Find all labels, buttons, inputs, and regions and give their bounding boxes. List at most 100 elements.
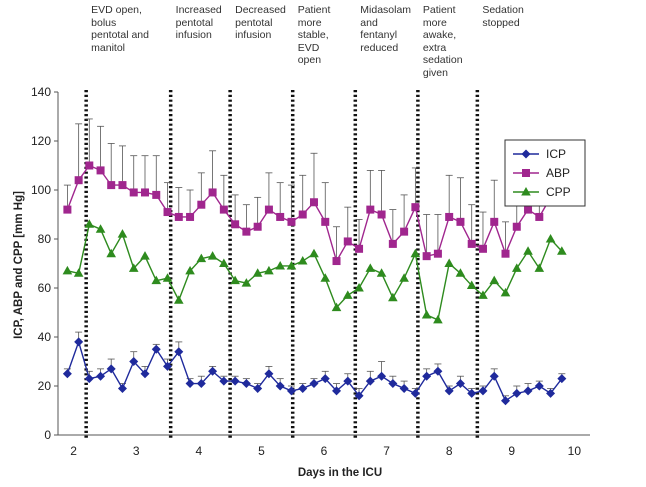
- data-point-cpp: [478, 290, 488, 299]
- data-point-cpp: [151, 275, 162, 285]
- data-point-abp: [501, 249, 510, 258]
- legend-label-abp: ABP: [546, 166, 570, 180]
- data-point-icp: [377, 371, 387, 381]
- data-point-icp: [140, 369, 150, 379]
- data-point-cpp: [162, 273, 173, 282]
- event-annotation: Decreased pentotal infusion: [235, 4, 286, 41]
- data-point-cpp: [275, 260, 285, 270]
- data-point-abp: [343, 237, 352, 246]
- data-point-icp: [309, 379, 319, 389]
- data-point-cpp: [207, 251, 218, 260]
- data-point-cpp: [523, 246, 533, 255]
- data-point-abp: [197, 200, 206, 209]
- data-point-icp: [433, 366, 443, 376]
- data-point-abp: [535, 212, 544, 221]
- data-point-abp: [174, 212, 183, 221]
- data-point-icp: [332, 386, 342, 396]
- x-axis-title: Days in the ICU: [298, 467, 382, 479]
- data-point-cpp: [399, 273, 409, 282]
- data-point-abp: [524, 205, 533, 214]
- data-point-icp: [478, 386, 488, 396]
- x-tick-label: 10: [568, 444, 582, 458]
- data-point-cpp: [500, 287, 511, 297]
- data-point-icp: [62, 369, 72, 379]
- data-point-icp: [455, 379, 465, 389]
- data-point-cpp: [444, 258, 454, 267]
- data-point-icp: [286, 386, 296, 396]
- data-point-abp: [400, 227, 409, 236]
- data-point-abp: [377, 210, 386, 219]
- legend-label-icp: ICP: [546, 147, 566, 161]
- event-annotation: Midasolam and fentanyl reduced: [360, 4, 412, 54]
- data-point-abp: [490, 217, 499, 226]
- data-point-abp: [366, 205, 375, 214]
- data-point-icp: [253, 383, 263, 393]
- x-tick-label: 4: [195, 444, 202, 458]
- legend-label-cpp: CPP: [546, 185, 571, 199]
- data-point-cpp: [286, 260, 297, 270]
- data-point-cpp: [185, 265, 195, 275]
- data-point-abp: [478, 244, 487, 253]
- legend-marker-abp: [522, 169, 530, 177]
- data-point-icp: [163, 361, 173, 371]
- data-point-icp: [264, 369, 274, 379]
- y-tick-label: 20: [38, 379, 52, 393]
- data-point-icp: [74, 337, 84, 347]
- data-point-abp: [253, 222, 262, 231]
- data-point-icp: [444, 386, 454, 396]
- data-point-icp: [343, 376, 353, 386]
- y-tick-label: 80: [38, 232, 52, 246]
- data-point-abp: [321, 217, 330, 226]
- data-point-cpp: [219, 258, 229, 267]
- x-tick-label: 5: [258, 444, 265, 458]
- data-point-cpp: [230, 275, 240, 285]
- data-point-cpp: [489, 275, 500, 285]
- data-point-abp: [63, 205, 72, 214]
- x-tick-label: 3: [133, 444, 140, 458]
- data-point-abp: [287, 217, 296, 226]
- event-annotation: Sedation stopped: [482, 4, 524, 29]
- x-tick-label: 7: [383, 444, 390, 458]
- data-point-icp: [422, 371, 432, 381]
- legend-box: [504, 139, 586, 207]
- x-tick-label: 2: [70, 444, 77, 458]
- data-point-cpp: [534, 263, 545, 272]
- y-tick-label: 40: [38, 330, 52, 344]
- data-point-cpp: [264, 265, 274, 275]
- data-point-icp: [399, 383, 409, 393]
- y-tick-label: 120: [31, 134, 51, 148]
- data-point-cpp: [410, 248, 421, 258]
- data-point-abp: [388, 239, 397, 248]
- data-point-icp: [298, 383, 308, 393]
- data-point-icp: [230, 376, 240, 386]
- data-point-cpp: [433, 314, 443, 324]
- data-point-cpp: [557, 246, 567, 255]
- data-point-cpp: [320, 273, 331, 282]
- legend-marker-icp: [521, 149, 531, 159]
- data-point-icp: [388, 379, 398, 389]
- x-tick-label: 9: [508, 444, 515, 458]
- x-tick-label: 6: [321, 444, 328, 458]
- data-point-abp: [445, 212, 454, 221]
- x-tick-label: 8: [446, 444, 453, 458]
- data-point-icp: [151, 344, 161, 354]
- y-tick-label: 0: [44, 428, 51, 442]
- data-point-cpp: [309, 248, 319, 258]
- data-point-cpp: [388, 292, 398, 302]
- data-point-icp: [219, 376, 229, 386]
- data-point-cpp: [297, 256, 308, 265]
- data-point-abp: [276, 212, 285, 221]
- data-point-cpp: [95, 224, 106, 233]
- data-point-icp: [106, 364, 116, 374]
- data-point-abp: [298, 210, 307, 219]
- data-point-abp: [264, 205, 273, 214]
- data-point-icp: [512, 388, 522, 398]
- data-point-abp: [433, 249, 442, 258]
- data-point-abp: [118, 181, 127, 190]
- data-point-icp: [354, 391, 364, 401]
- data-point-cpp: [241, 278, 252, 287]
- data-point-abp: [332, 257, 341, 266]
- event-annotation: Patient more stable, EVD open: [297, 4, 331, 66]
- data-point-cpp: [466, 280, 477, 290]
